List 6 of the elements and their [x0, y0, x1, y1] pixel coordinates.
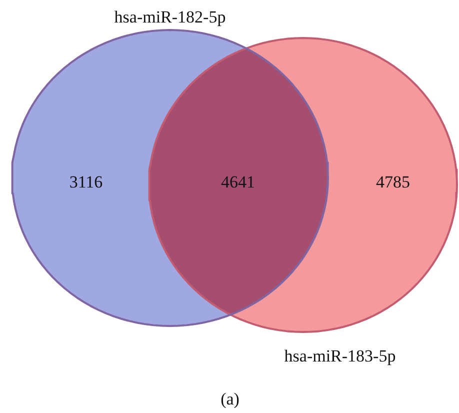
data-label: 4641: [221, 172, 255, 192]
data-label: 4785: [376, 172, 410, 192]
text: hsa-miR-183-5p: [284, 346, 396, 366]
data-label: 3116: [69, 172, 103, 192]
text: hsa-miR-182-5p: [114, 7, 226, 26]
text: (a): [220, 389, 240, 408]
